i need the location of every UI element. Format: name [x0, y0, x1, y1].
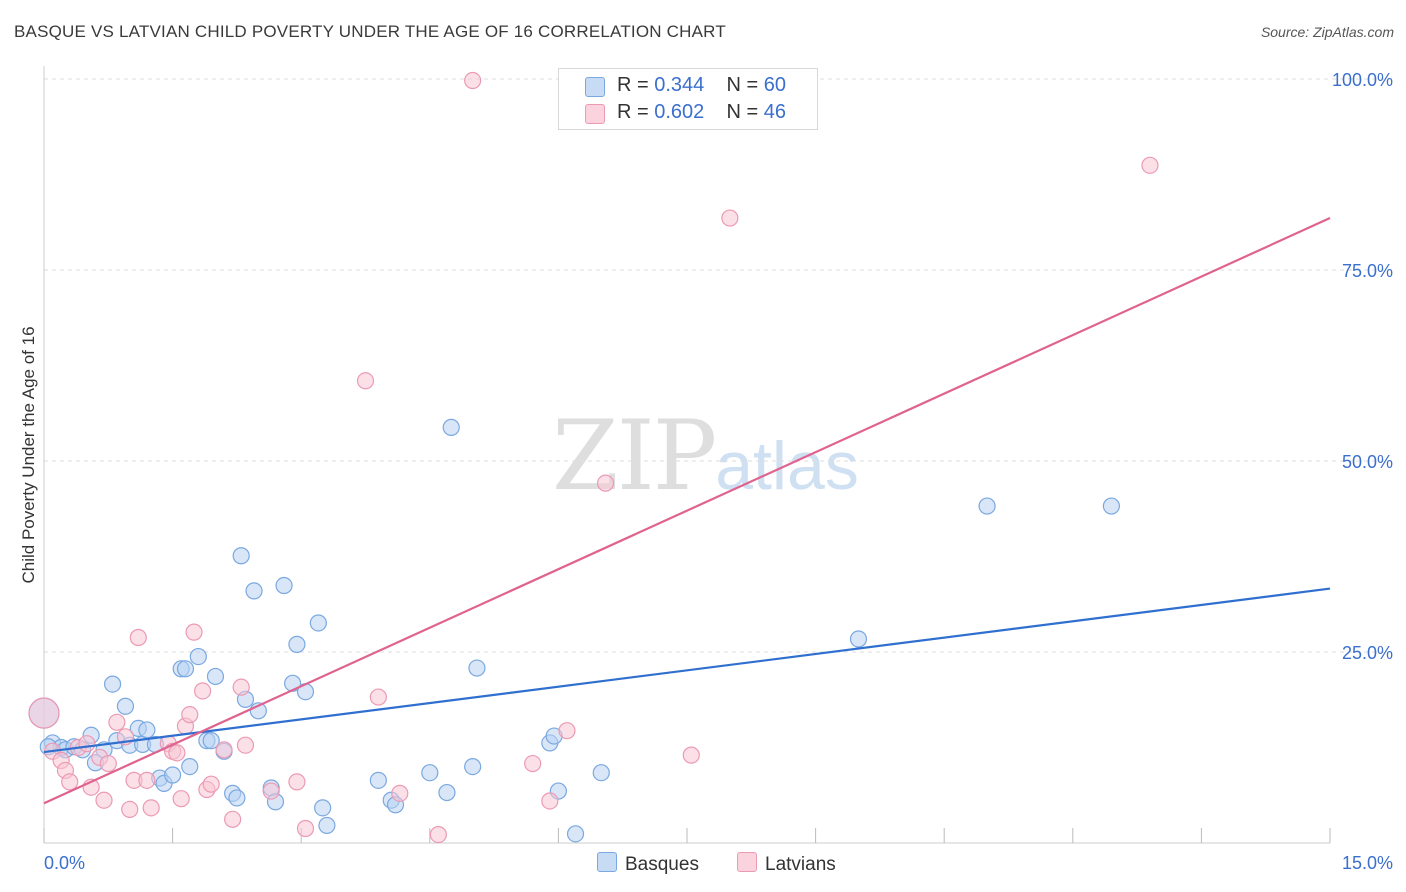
basque-point	[421, 764, 439, 782]
latvian-point	[61, 773, 79, 791]
latvian-point	[185, 623, 203, 641]
latvians-r-value: 0.602	[654, 101, 705, 123]
latvian-point	[288, 773, 306, 791]
latvian-point	[95, 791, 113, 809]
latvian-point	[194, 682, 212, 700]
latvian-point	[296, 819, 315, 838]
x-tick-label: 0.0%	[44, 853, 85, 873]
latvians-points	[28, 71, 1159, 844]
latvian-point	[524, 754, 542, 773]
latvian-point	[721, 209, 739, 227]
latvians-legend-label: Latvians	[765, 854, 836, 875]
latvian-point	[262, 782, 280, 800]
y-tick-label: 50.0%	[1342, 452, 1393, 472]
basque-point	[566, 825, 585, 843]
tick-labels: 100.0% 75.0% 50.0% 25.0% 0.0% 15.0%	[44, 70, 1393, 873]
latvian-point	[391, 784, 409, 802]
trend-lines	[43, 217, 1331, 805]
latvian-point	[181, 706, 199, 724]
y-tick-label: 100.0%	[1332, 70, 1393, 90]
basque-point	[318, 816, 336, 835]
basque-point	[275, 576, 293, 595]
basque-point	[202, 732, 220, 750]
latvian-point	[558, 722, 576, 740]
basques-r-value: 0.344	[654, 74, 705, 96]
latvian-point	[142, 799, 160, 817]
basque-point	[978, 497, 996, 515]
latvian-point	[224, 810, 242, 828]
basque-point	[849, 630, 868, 648]
latvian-point	[232, 678, 250, 696]
latvian-point	[369, 688, 387, 706]
basque-point	[181, 757, 199, 776]
latvian-point	[356, 372, 375, 390]
latvians-legend-swatch	[737, 852, 757, 872]
latvian-point	[596, 474, 615, 492]
latvian-point	[429, 825, 447, 844]
y-tick-label: 25.0%	[1342, 643, 1393, 663]
latvian-point	[172, 790, 190, 808]
basque-point	[288, 635, 306, 653]
latvians-swatch	[585, 104, 605, 124]
latvian-point	[168, 744, 186, 762]
latvian-point	[682, 746, 700, 764]
latvians-trend-line	[43, 217, 1331, 805]
basque-point	[468, 659, 486, 677]
basque-point	[442, 418, 460, 436]
basque-point	[116, 697, 135, 715]
latvian-point	[99, 754, 117, 773]
basque-point	[464, 757, 482, 776]
latvian-point	[464, 71, 482, 90]
basque-point	[138, 721, 156, 739]
basque-point	[228, 789, 246, 807]
basque-point	[314, 799, 332, 817]
basque-point	[189, 647, 207, 666]
basque-point	[309, 614, 327, 632]
legend-item-latvians[interactable]: Latvians	[737, 852, 836, 876]
basques-legend-swatch	[597, 852, 617, 872]
y-tick-label: 75.0%	[1342, 261, 1393, 281]
basque-point	[1102, 497, 1120, 515]
basque-point	[438, 783, 456, 802]
basque-point	[369, 771, 387, 789]
basque-point	[592, 764, 610, 782]
basques-swatch	[585, 77, 605, 97]
x-tick-label: 15.0%	[1342, 853, 1393, 873]
basques-trend-line	[43, 587, 1331, 754]
basque-point	[103, 675, 122, 693]
watermark: ZIPatlas	[552, 400, 859, 512]
latvian-point	[236, 736, 255, 754]
chart-title: BASQUE VS LATVIAN CHILD POVERTY UNDER TH…	[14, 22, 726, 41]
basque-point	[232, 547, 250, 565]
source-credit: Source: ZipAtlas.com	[1260, 24, 1394, 40]
basque-point	[206, 667, 225, 686]
latvian-point	[78, 735, 96, 753]
latvian-point	[215, 741, 233, 759]
basques-n-value: 60	[763, 74, 787, 96]
latvian-point	[129, 628, 147, 647]
correlation-legend: R = 0.344 N = 60 R = 0.602 N = 46	[558, 68, 818, 130]
latvian-point	[121, 800, 139, 818]
basque-point	[176, 660, 195, 678]
latvian-point	[28, 697, 60, 729]
y-axis-label: Child Poverty Under the Age of 16	[19, 326, 38, 584]
latvian-point	[202, 775, 220, 793]
latvian-point	[138, 771, 156, 789]
axes	[43, 66, 1331, 844]
latvians-n-value: 46	[763, 101, 787, 123]
latvian-point	[108, 713, 126, 731]
basque-point	[164, 766, 182, 784]
latvian-point	[1141, 156, 1159, 174]
basques-legend-label: Basques	[625, 854, 699, 875]
latvian-point	[541, 792, 559, 810]
gridlines	[44, 78, 1392, 653]
basque-point	[245, 582, 263, 600]
legend-item-basques[interactable]: Basques	[597, 852, 699, 876]
